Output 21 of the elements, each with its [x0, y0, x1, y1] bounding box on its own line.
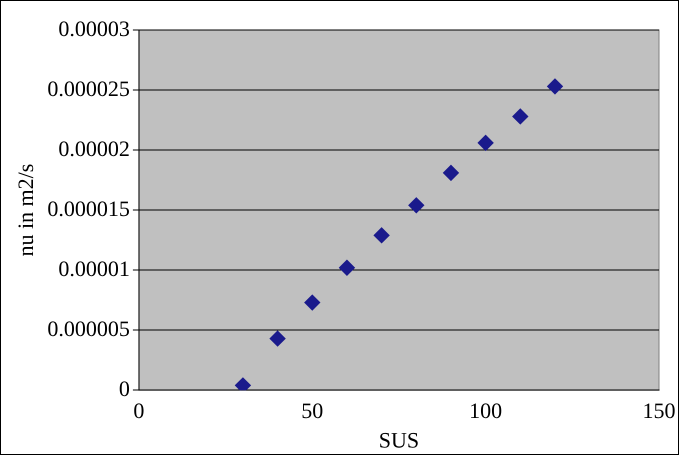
point	[338, 260, 355, 276]
x-axis-title: SUS	[378, 428, 420, 453]
point	[408, 197, 424, 214]
x-tick-label: 150	[642, 398, 676, 424]
point	[304, 294, 320, 311]
point	[374, 227, 390, 244]
point	[442, 164, 459, 181]
x-tick-label: 100	[469, 398, 502, 424]
point	[546, 78, 563, 94]
y-tick-label: 0.00002	[58, 136, 130, 161]
y-tick-label: 0.00003	[58, 16, 130, 41]
point	[270, 330, 286, 347]
y-tick-label: 0.000025	[47, 76, 130, 101]
x-tick-label: 50	[301, 398, 324, 424]
point	[478, 134, 494, 151]
point	[512, 108, 528, 124]
y-axis-title: nu in m2/s	[12, 164, 38, 257]
y-tick-label: 0.00001	[58, 256, 130, 281]
y-tick-label: 0	[118, 376, 130, 401]
y-tick-label: 0.000005	[47, 316, 130, 341]
y-tick-label: 0.000015	[47, 196, 130, 221]
